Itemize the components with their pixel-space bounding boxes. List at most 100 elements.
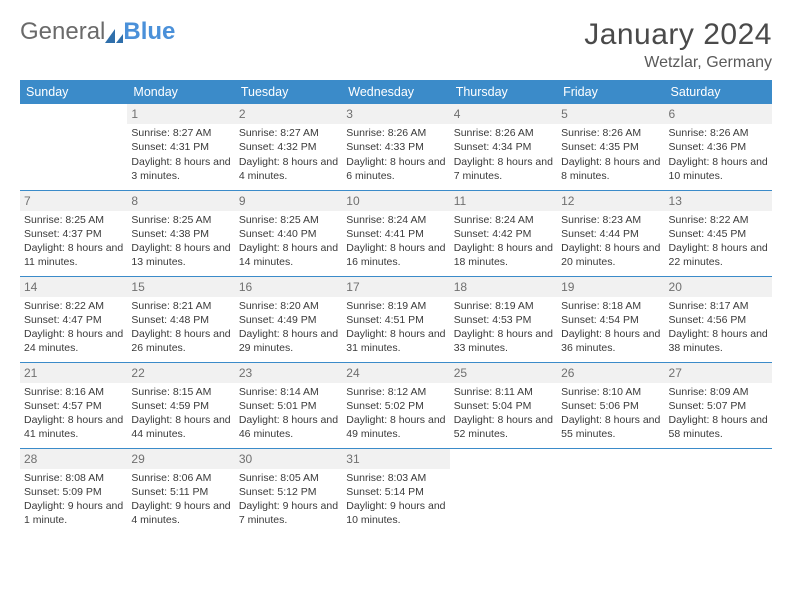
day-number: 8 <box>127 191 234 211</box>
sunrise-text: Sunrise: 8:25 AM <box>24 213 123 227</box>
calendar-cell <box>665 448 772 534</box>
calendar-cell: 31Sunrise: 8:03 AMSunset: 5:14 PMDayligh… <box>342 448 449 534</box>
calendar-body: 1Sunrise: 8:27 AMSunset: 4:31 PMDaylight… <box>20 104 772 534</box>
sunset-text: Sunset: 5:07 PM <box>669 399 768 413</box>
sunset-text: Sunset: 4:54 PM <box>561 313 660 327</box>
sunset-text: Sunset: 5:12 PM <box>239 485 338 499</box>
day-number: 31 <box>342 449 449 469</box>
day-number: 3 <box>342 104 449 124</box>
calendar-week: 28Sunrise: 8:08 AMSunset: 5:09 PMDayligh… <box>20 448 772 534</box>
sunset-text: Sunset: 4:31 PM <box>131 140 230 154</box>
daylight-text: Daylight: 9 hours and 10 minutes. <box>346 499 445 527</box>
day-number: 13 <box>665 191 772 211</box>
day-number: 10 <box>342 191 449 211</box>
daylight-text: Daylight: 8 hours and 18 minutes. <box>454 241 553 269</box>
sunrise-text: Sunrise: 8:26 AM <box>669 126 768 140</box>
sunrise-text: Sunrise: 8:27 AM <box>131 126 230 140</box>
calendar-cell: 16 Sunrise: 8:20 AMSunset: 4:49 PMDayligh… <box>235 276 342 362</box>
sunrise-text: Sunrise: 8:20 AM <box>239 299 338 313</box>
daylight-text: Daylight: 8 hours and 11 minutes. <box>24 241 123 269</box>
sunset-text: Sunset: 4:38 PM <box>131 227 230 241</box>
daylight-text: Daylight: 8 hours and 36 minutes. <box>561 327 660 355</box>
sunset-text: Sunset: 4:36 PM <box>669 140 768 154</box>
day-number <box>450 449 557 469</box>
calendar-cell: 27Sunrise: 8:09 AMSunset: 5:07 PMDayligh… <box>665 362 772 448</box>
sunset-text: Sunset: 4:33 PM <box>346 140 445 154</box>
day-number: 1 <box>127 104 234 124</box>
sunrise-text: Sunrise: 8:21 AM <box>131 299 230 313</box>
day-header: Saturday <box>665 80 772 104</box>
calendar-cell: 30Sunrise: 8:05 AMSunset: 5:12 PMDayligh… <box>235 448 342 534</box>
daylight-text: Daylight: 9 hours and 1 minute. <box>24 499 123 527</box>
calendar-cell: 14Sunrise: 8:22 AMSunset: 4:47 PMDayligh… <box>20 276 127 362</box>
sunset-text: Sunset: 5:02 PM <box>346 399 445 413</box>
sunrise-text: Sunrise: 8:03 AM <box>346 471 445 485</box>
calendar-cell: 8Sunrise: 8:25 AMSunset: 4:38 PMDaylight… <box>127 190 234 276</box>
sunset-text: Sunset: 4:49 PM <box>239 313 338 327</box>
day-number: 21 <box>20 363 127 383</box>
day-number: 23 <box>235 363 342 383</box>
daylight-text: Daylight: 8 hours and 6 minutes. <box>346 155 445 183</box>
day-number <box>20 104 127 124</box>
calendar-cell: 9Sunrise: 8:25 AMSunset: 4:40 PMDaylight… <box>235 190 342 276</box>
sunrise-text: Sunrise: 8:16 AM <box>24 385 123 399</box>
day-header: Wednesday <box>342 80 449 104</box>
sunrise-text: Sunrise: 8:19 AM <box>346 299 445 313</box>
sunset-text: Sunset: 4:41 PM <box>346 227 445 241</box>
sunrise-text: Sunrise: 8:24 AM <box>454 213 553 227</box>
day-number: 18 <box>450 277 557 297</box>
calendar-cell: 4Sunrise: 8:26 AMSunset: 4:34 PMDaylight… <box>450 104 557 190</box>
sunrise-text: Sunrise: 8:26 AM <box>346 126 445 140</box>
sunrise-text: Sunrise: 8:19 AM <box>454 299 553 313</box>
sunrise-text: Sunrise: 8:05 AM <box>239 471 338 485</box>
sunrise-text: Sunrise: 8:10 AM <box>561 385 660 399</box>
daylight-text: Daylight: 8 hours and 24 minutes. <box>24 327 123 355</box>
sunrise-text: Sunrise: 8:06 AM <box>131 471 230 485</box>
sunrise-text: Sunrise: 8:09 AM <box>669 385 768 399</box>
daylight-text: Daylight: 8 hours and 58 minutes. <box>669 413 768 441</box>
daylight-text: Daylight: 9 hours and 4 minutes. <box>131 499 230 527</box>
daylight-text: Daylight: 8 hours and 13 minutes. <box>131 241 230 269</box>
calendar-cell <box>450 448 557 534</box>
daylight-text: Daylight: 8 hours and 8 minutes. <box>561 155 660 183</box>
logo-text-blue: Blue <box>123 18 175 45</box>
day-number: 25 <box>450 363 557 383</box>
sunset-text: Sunset: 4:42 PM <box>454 227 553 241</box>
day-number: 6 <box>665 104 772 124</box>
calendar-cell <box>557 448 664 534</box>
sunset-text: Sunset: 4:59 PM <box>131 399 230 413</box>
calendar-cell: 18Sunrise: 8:19 AMSunset: 4:53 PMDayligh… <box>450 276 557 362</box>
sunset-text: Sunset: 4:47 PM <box>24 313 123 327</box>
sunrise-text: Sunrise: 8:27 AM <box>239 126 338 140</box>
logo-sail-icon <box>103 24 125 42</box>
daylight-text: Daylight: 8 hours and 29 minutes. <box>239 327 338 355</box>
calendar-cell: 22Sunrise: 8:15 AMSunset: 4:59 PMDayligh… <box>127 362 234 448</box>
sunrise-text: Sunrise: 8:25 AM <box>239 213 338 227</box>
calendar-cell: 7Sunrise: 8:25 AMSunset: 4:37 PMDaylight… <box>20 190 127 276</box>
day-number: 7 <box>20 191 127 211</box>
calendar-table: SundayMondayTuesdayWednesdayThursdayFrid… <box>20 80 772 534</box>
day-header: Monday <box>127 80 234 104</box>
sunrise-text: Sunrise: 8:15 AM <box>131 385 230 399</box>
sunset-text: Sunset: 5:06 PM <box>561 399 660 413</box>
day-number: 29 <box>127 449 234 469</box>
daylight-text: Daylight: 8 hours and 55 minutes. <box>561 413 660 441</box>
day-number: 28 <box>20 449 127 469</box>
daylight-text: Daylight: 8 hours and 7 minutes. <box>454 155 553 183</box>
sunrise-text: Sunrise: 8:24 AM <box>346 213 445 227</box>
calendar-cell: 6Sunrise: 8:26 AMSunset: 4:36 PMDaylight… <box>665 104 772 190</box>
calendar-cell: 15Sunrise: 8:21 AMSunset: 4:48 PMDayligh… <box>127 276 234 362</box>
sunrise-text: Sunrise: 8:17 AM <box>669 299 768 313</box>
calendar-cell: 5Sunrise: 8:26 AMSunset: 4:35 PMDaylight… <box>557 104 664 190</box>
calendar-week: 14Sunrise: 8:22 AMSunset: 4:47 PMDayligh… <box>20 276 772 362</box>
daylight-text: Daylight: 8 hours and 14 minutes. <box>239 241 338 269</box>
day-header: Thursday <box>450 80 557 104</box>
day-header: Sunday <box>20 80 127 104</box>
day-number: 16 <box>235 277 342 297</box>
day-number: 9 <box>235 191 342 211</box>
sunrise-text: Sunrise: 8:18 AM <box>561 299 660 313</box>
sunrise-text: Sunrise: 8:08 AM <box>24 471 123 485</box>
sunrise-text: Sunrise: 8:26 AM <box>561 126 660 140</box>
day-header-row: SundayMondayTuesdayWednesdayThursdayFrid… <box>20 80 772 104</box>
sunset-text: Sunset: 5:04 PM <box>454 399 553 413</box>
